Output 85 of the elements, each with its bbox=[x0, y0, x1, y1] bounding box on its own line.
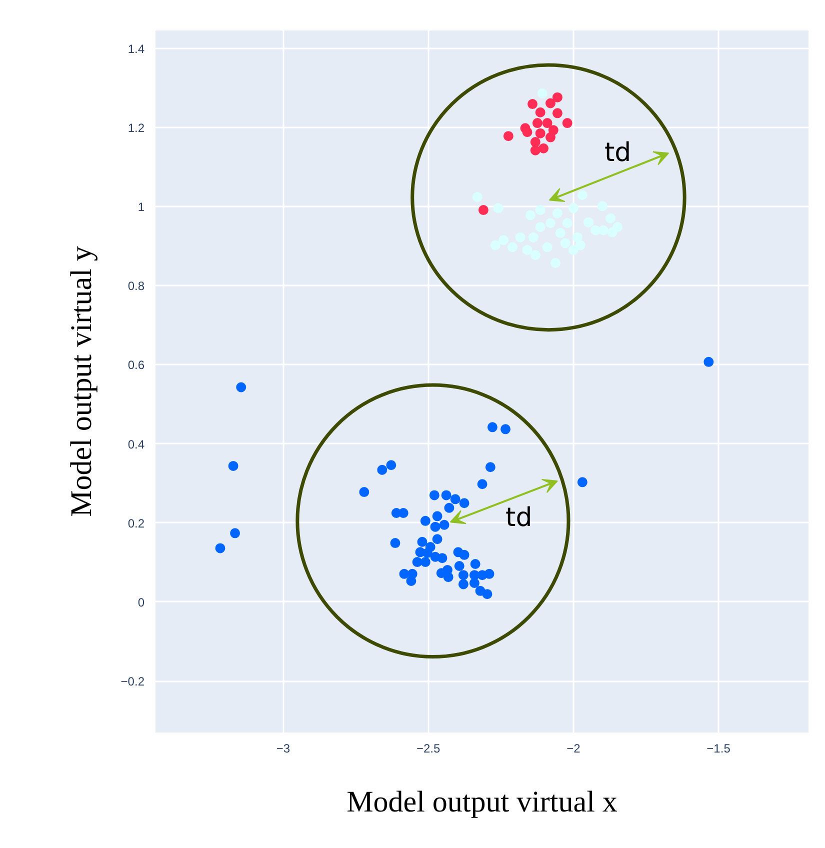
point bbox=[493, 203, 504, 214]
point bbox=[532, 118, 542, 128]
point bbox=[230, 528, 240, 538]
point bbox=[412, 557, 422, 568]
point bbox=[236, 382, 246, 392]
point bbox=[542, 118, 552, 128]
x-tick-label: −2.5 bbox=[416, 742, 440, 756]
point bbox=[572, 232, 582, 242]
x-tick-label: −1.5 bbox=[706, 742, 731, 756]
point bbox=[484, 568, 494, 579]
point bbox=[406, 576, 416, 586]
point bbox=[399, 568, 410, 579]
point bbox=[577, 190, 588, 200]
point bbox=[432, 534, 442, 544]
point bbox=[420, 557, 430, 568]
y-tick-label: 1.4 bbox=[128, 42, 145, 56]
y-tick-label: 0.6 bbox=[128, 358, 145, 372]
point bbox=[432, 511, 442, 522]
point bbox=[535, 128, 546, 138]
x-axis-title: Model output virtual x bbox=[346, 786, 618, 818]
y-tick-label: −0.2 bbox=[120, 674, 145, 689]
point bbox=[568, 203, 578, 214]
point bbox=[530, 145, 540, 156]
point bbox=[552, 108, 562, 118]
point bbox=[215, 543, 226, 554]
point bbox=[458, 570, 468, 580]
point bbox=[530, 137, 540, 148]
point bbox=[568, 245, 578, 255]
point bbox=[377, 464, 388, 475]
point bbox=[577, 477, 588, 488]
point bbox=[552, 208, 562, 218]
point bbox=[538, 143, 549, 154]
point bbox=[430, 522, 440, 532]
point bbox=[444, 502, 454, 513]
point bbox=[704, 356, 714, 367]
point bbox=[545, 98, 556, 108]
point bbox=[575, 240, 586, 250]
point bbox=[477, 479, 488, 490]
point bbox=[459, 550, 470, 560]
point bbox=[478, 205, 488, 216]
point bbox=[420, 516, 430, 526]
point bbox=[562, 118, 572, 128]
y-tick-label: 0.4 bbox=[128, 437, 145, 452]
point bbox=[458, 579, 468, 590]
point bbox=[528, 99, 538, 110]
point bbox=[562, 218, 572, 228]
x-tick-label: −3 bbox=[276, 742, 290, 756]
point bbox=[443, 572, 454, 582]
point bbox=[441, 490, 452, 500]
point bbox=[422, 548, 432, 558]
point bbox=[552, 92, 562, 102]
point bbox=[522, 127, 532, 138]
point bbox=[545, 132, 556, 142]
point bbox=[537, 88, 548, 98]
point bbox=[597, 201, 608, 212]
annotation: td bbox=[604, 138, 632, 168]
point bbox=[450, 494, 460, 504]
point bbox=[386, 460, 396, 470]
y-tick-label: 1.2 bbox=[128, 120, 145, 135]
point bbox=[470, 559, 480, 570]
point bbox=[503, 131, 514, 142]
point bbox=[228, 460, 238, 471]
y-tick-label: 0.2 bbox=[128, 516, 145, 530]
point bbox=[487, 422, 498, 432]
y-tick-label: 1 bbox=[138, 200, 145, 214]
point bbox=[454, 561, 464, 571]
point bbox=[437, 553, 448, 564]
point bbox=[390, 538, 400, 548]
y-tick-label: 0 bbox=[138, 595, 145, 610]
point bbox=[535, 205, 546, 216]
point bbox=[439, 520, 450, 530]
point bbox=[459, 498, 470, 508]
annotation: td bbox=[506, 502, 532, 533]
x-tick-label: −2 bbox=[566, 742, 581, 756]
point bbox=[417, 536, 428, 547]
point bbox=[429, 490, 440, 500]
point bbox=[398, 508, 408, 518]
point bbox=[535, 107, 546, 118]
point bbox=[469, 578, 480, 588]
point bbox=[482, 589, 492, 600]
y-axis-title: Model output virtual y bbox=[64, 246, 98, 517]
point bbox=[359, 487, 370, 498]
point bbox=[485, 462, 496, 472]
point bbox=[500, 424, 511, 434]
y-tick-label: 0.8 bbox=[128, 279, 145, 294]
